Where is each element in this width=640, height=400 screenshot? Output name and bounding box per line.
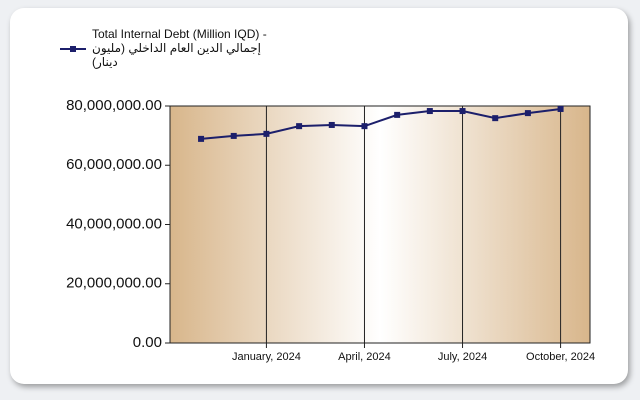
point <box>394 111 401 118</box>
series-line <box>200 107 561 140</box>
point <box>263 130 270 137</box>
point <box>328 121 335 128</box>
x-tick-label: October, 2024 <box>526 351 595 363</box>
point <box>296 123 303 130</box>
y-tick-label: 0.00 <box>133 334 162 351</box>
legend-label: Total Internal Debt (Million IQD) - إجما… <box>92 27 267 69</box>
legend-marker <box>70 46 76 52</box>
point <box>557 105 564 112</box>
x-tick-label: July, 2024 <box>438 351 487 363</box>
point <box>492 115 499 122</box>
point <box>459 108 466 115</box>
point <box>230 132 237 139</box>
y-tick-label: 80,000,000.00 <box>66 97 162 114</box>
plot-area <box>169 105 591 344</box>
point <box>361 123 368 130</box>
point <box>198 135 205 142</box>
y-tick-label: 40,000,000.00 <box>66 215 162 232</box>
point <box>524 110 531 117</box>
point <box>426 108 433 115</box>
y-tick-label: 20,000,000.00 <box>66 275 162 292</box>
x-tick-label: January, 2024 <box>232 351 301 363</box>
x-tick-label: April, 2024 <box>338 351 391 363</box>
y-tick-label: 60,000,000.00 <box>66 156 162 173</box>
